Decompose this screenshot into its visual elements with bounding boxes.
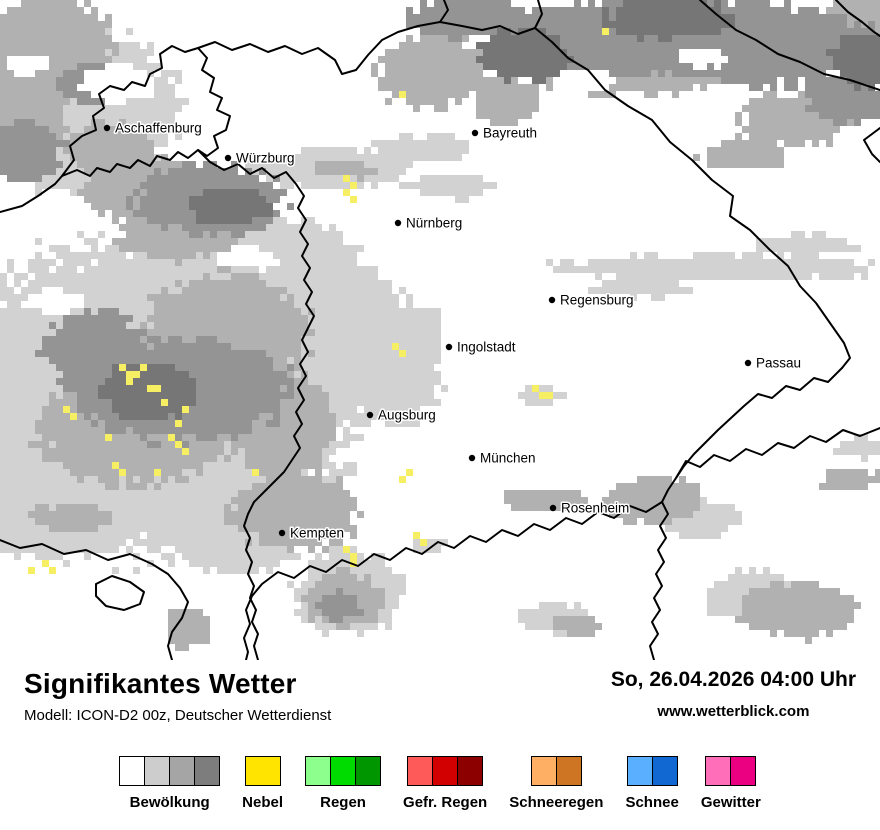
website-url: www.wetterblick.com — [657, 703, 810, 720]
model-info: Modell: ICON-D2 00z, Deutscher Wetterdie… — [24, 707, 332, 724]
city-marker-wrzburg: Würzburg — [224, 149, 296, 167]
city-label: Ingolstadt — [457, 340, 516, 355]
legend-label: Nebel — [242, 794, 284, 811]
legend-color-swatch — [169, 756, 196, 786]
legend-label: Schnee — [625, 794, 679, 811]
legend-label: Bewölkung — [129, 794, 210, 811]
city-dot — [471, 129, 479, 137]
city-label: Nürnberg — [406, 216, 462, 231]
valid-datetime: So, 26.04.2026 04:00 Uhr — [610, 668, 856, 691]
legend-label: Gewitter — [700, 794, 761, 811]
city-marker-ingolstadt: Ingolstadt — [445, 338, 517, 356]
legend-swatches — [530, 756, 582, 786]
page-title: Signifikantes Wetter — [24, 668, 297, 699]
city-marker-kempten: Kempten — [278, 524, 346, 542]
legend-swatches — [626, 756, 678, 786]
city-dot — [366, 411, 374, 419]
city-label: Augsburg — [378, 408, 436, 423]
legend-swatches — [705, 756, 757, 786]
legend-group-gefr-regen: Gefr. Regen — [403, 756, 487, 811]
weather-map: Aschaffenburg Würzburg Bayreuth Nürnberg Reg… — [0, 0, 880, 660]
legend-color-swatch — [432, 756, 459, 786]
city-label: Passau — [756, 356, 801, 371]
city-dot — [224, 154, 232, 162]
legend-color-swatch — [119, 756, 146, 786]
fog-layer — [28, 28, 609, 574]
legend-color-swatch — [651, 756, 678, 786]
weather-legend: Bewölkung Nebel Regen Gefr. Regen Schneerege… — [0, 756, 880, 811]
footer-left: Signifikantes Wetter Modell: ICON-D2 00z… — [24, 668, 331, 724]
legend-color-swatch — [305, 756, 332, 786]
legend-color-swatch — [530, 756, 557, 786]
cloud-cover-layer — [0, 0, 880, 651]
city-dot — [278, 529, 286, 537]
city-marker-rosenheim: Rosenheim — [549, 499, 631, 517]
city-marker-bayreuth: Bayreuth — [471, 124, 539, 142]
legend-color-swatch — [457, 756, 484, 786]
city-markers: Aschaffenburg Würzburg Bayreuth Nürnberg Reg… — [103, 119, 803, 542]
legend-group-regen: Regen — [305, 756, 382, 811]
legend-swatches — [119, 756, 221, 786]
legend-swatches — [244, 756, 281, 786]
city-label: Bayreuth — [483, 126, 537, 141]
legend-color-swatch — [194, 756, 221, 786]
city-marker-mnchen: München — [468, 449, 537, 467]
legend-label: Gefr. Regen — [403, 794, 488, 811]
city-marker-regensburg: Regensburg — [548, 291, 635, 309]
legend-swatches — [407, 756, 484, 786]
city-dot — [549, 504, 557, 512]
city-label: Regensburg — [560, 293, 634, 308]
legend-label: Regen — [320, 794, 366, 811]
legend-swatches — [305, 756, 382, 786]
legend-color-swatch — [244, 756, 281, 786]
legend-color-swatch — [330, 756, 357, 786]
city-marker-aschaffenburg: Aschaffenburg — [103, 119, 203, 137]
city-marker-nrnberg: Nürnberg — [394, 214, 464, 232]
city-dot — [468, 454, 476, 462]
legend-group-schneeregen: Schneeregen — [509, 756, 603, 811]
city-dot — [103, 124, 111, 132]
border-lines — [0, 0, 880, 660]
city-label: Würzburg — [236, 151, 295, 166]
legend-group-nebel: Nebel — [242, 756, 283, 811]
legend-color-swatch — [355, 756, 382, 786]
city-label: Rosenheim — [561, 501, 629, 516]
legend-color-swatch — [407, 756, 434, 786]
city-label: München — [480, 451, 536, 466]
legend-color-swatch — [705, 756, 732, 786]
legend-label: Schneeregen — [509, 794, 604, 811]
city-dot — [445, 343, 453, 351]
footer-header-row: Signifikantes Wetter Modell: ICON-D2 00z… — [0, 660, 880, 724]
city-marker-passau: Passau — [744, 354, 803, 372]
map-footer: Signifikantes Wetter Modell: ICON-D2 00z… — [0, 660, 880, 830]
city-marker-augsburg: Augsburg — [366, 406, 437, 424]
legend-color-swatch — [555, 756, 582, 786]
legend-color-swatch — [626, 756, 653, 786]
footer-right: So, 26.04.2026 04:00 Uhr www.wetterblick… — [611, 668, 856, 720]
city-dot — [394, 219, 402, 227]
legend-color-swatch — [144, 756, 171, 786]
city-dot — [744, 359, 752, 367]
city-label: Aschaffenburg — [115, 121, 202, 136]
legend-group-schnee: Schnee — [625, 756, 679, 811]
city-dot — [548, 296, 556, 304]
legend-group-bewölkung: Bewölkung — [119, 756, 221, 811]
legend-color-swatch — [730, 756, 757, 786]
city-label: Kempten — [290, 526, 344, 541]
legend-group-gewitter: Gewitter — [701, 756, 761, 811]
